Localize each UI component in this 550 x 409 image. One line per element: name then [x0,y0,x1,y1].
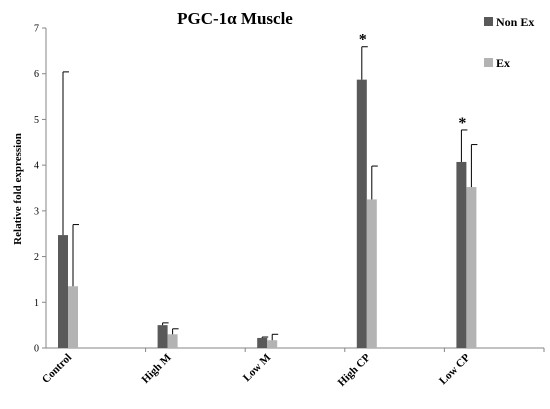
bar-non-ex [356,79,367,349]
y-tick-label: 5 [34,115,39,126]
significance-marker: * [359,32,367,49]
chart-legend: Non Ex Ex [484,15,534,70]
legend-swatch [484,17,493,26]
bar-non-ex [157,325,168,348]
legend-label: Non Ex [496,15,534,29]
x-tick-label: Low CP [437,351,473,387]
x-tick-label: High M [140,351,175,386]
legend-swatch [484,58,493,67]
significance-marker: * [458,115,466,132]
x-tick-label: Low M [241,351,274,384]
chart-title: PGC-1α Muscle [177,9,293,28]
bar-ex [466,187,477,348]
x-tick-label: Control [40,352,74,386]
legend-label: Ex [496,56,510,70]
y-tick-label: 6 [34,69,39,80]
bar-ex [366,199,377,348]
y-axis-title: Relative fold expression [12,133,24,245]
bar-ex [167,334,178,348]
y-tick-label: 2 [34,252,39,263]
y-tick-label: 1 [34,298,39,309]
chart-bars: ** [58,32,478,349]
bar-ex [267,340,278,348]
y-tick-label: 4 [34,161,39,172]
bar-ex [68,286,78,348]
bar-non-ex [257,337,268,348]
y-tick-label: 7 [34,24,39,35]
x-tick-label: High CP [336,351,373,388]
bar-non-ex [456,161,467,348]
y-tick-label: 3 [34,206,39,217]
y-tick-label: 0 [34,344,39,355]
bar-non-ex [58,235,68,348]
